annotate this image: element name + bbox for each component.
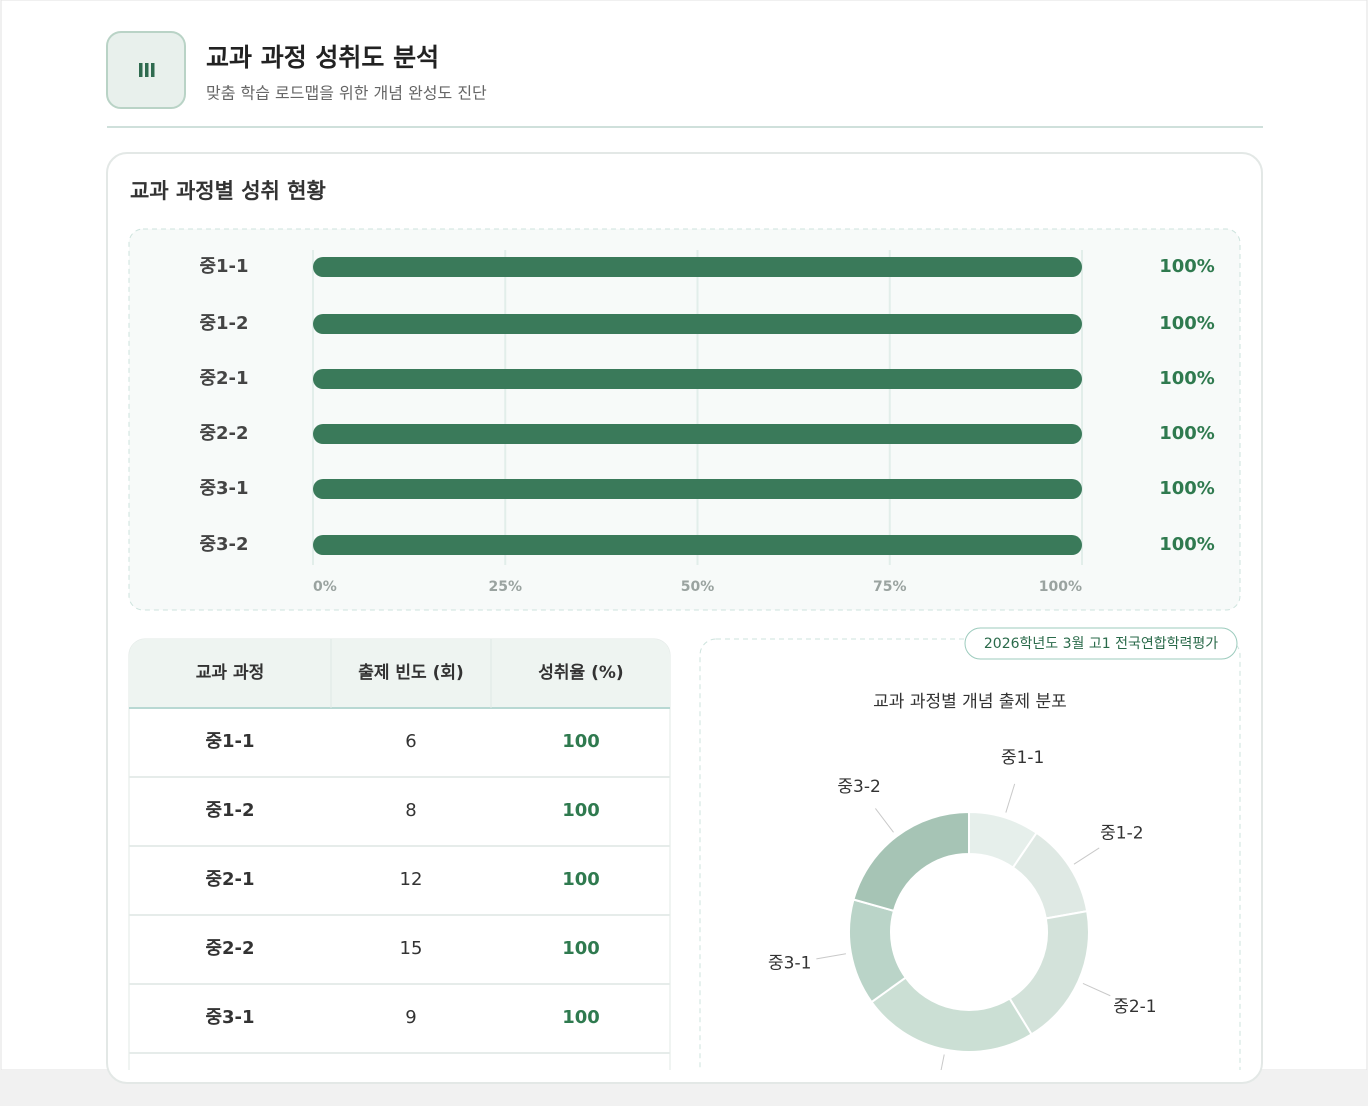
table-cell: 15 [400,938,423,959]
table-cell: 중2-1 [205,869,254,890]
table-cell: 100 [562,869,600,890]
value-label: 100% [1159,256,1215,277]
x-tick-label: 50% [681,579,715,595]
y-tick-label: 중1-2 [199,313,248,334]
bar [313,479,1082,499]
table-cell: 100 [562,1007,600,1028]
y-tick-label: 중1-1 [199,256,248,277]
bar [313,369,1082,389]
page-title: 교과 과정 성취도 분석 [206,43,439,72]
donut-label: 중3-2 [837,777,880,797]
bar [313,424,1082,444]
icon [139,63,155,77]
value-label: 100% [1159,478,1215,499]
leader-line [1073,847,1100,865]
x-tick-label: 75% [873,579,907,595]
table-header-bg [129,639,670,708]
table-header: 교과 과정 [196,663,264,683]
leader-line [940,1054,945,1070]
table-cell: 중1-2 [205,800,254,821]
panel-title: 교과 과정별 성취 현황 [130,179,326,203]
bar [313,535,1082,555]
donut-segment [852,810,970,913]
table-cell: 중1-1 [205,731,254,752]
table-cell: 100 [562,800,600,821]
y-tick-label: 중3-1 [199,478,248,499]
bar [313,257,1082,277]
table-cell: 6 [405,731,416,752]
table-cell: 100 [562,938,600,959]
leader-line [875,808,894,833]
donut-label: 중1-1 [1001,748,1044,768]
badge-text: 2026학년도 3월 고1 전국연합학력평가 [984,636,1218,652]
leader-line [816,953,846,960]
table-cell: 8 [405,800,416,821]
table-cell: 중3-1 [205,1007,254,1028]
x-tick-label: 0% [313,579,337,595]
value-label: 100% [1159,423,1215,444]
value-label: 100% [1159,313,1215,334]
leader-line [1082,982,1111,997]
y-tick-label: 중2-1 [199,368,248,389]
bar [313,314,1082,334]
table-cell: 9 [405,1007,416,1028]
table-header: 출제 빈도 (회) [358,663,464,683]
page-subtitle: 맞춤 학습 로드맵을 위한 개념 완성도 진단 [206,84,487,103]
y-tick-label: 중3-2 [199,534,248,555]
badge [964,627,1238,660]
x-tick-label: 100% [1039,579,1082,595]
value-label: 100% [1159,534,1215,555]
table-cell: 중2-2 [205,938,254,959]
table-cell: 12 [400,869,423,890]
table-header: 성취율 (%) [538,662,623,683]
leader-line [1005,783,1016,813]
donut-title: 교과 과정별 개념 출제 분포 [873,692,1067,712]
value-label: 100% [1159,368,1215,389]
donut-label: 중3-1 [768,954,811,974]
table-cell: 100 [562,731,600,752]
x-tick-label: 25% [488,579,522,595]
y-tick-label: 중2-2 [199,423,248,444]
donut-label: 중2-1 [1113,997,1156,1017]
donut-label: 중1-2 [1100,823,1143,843]
